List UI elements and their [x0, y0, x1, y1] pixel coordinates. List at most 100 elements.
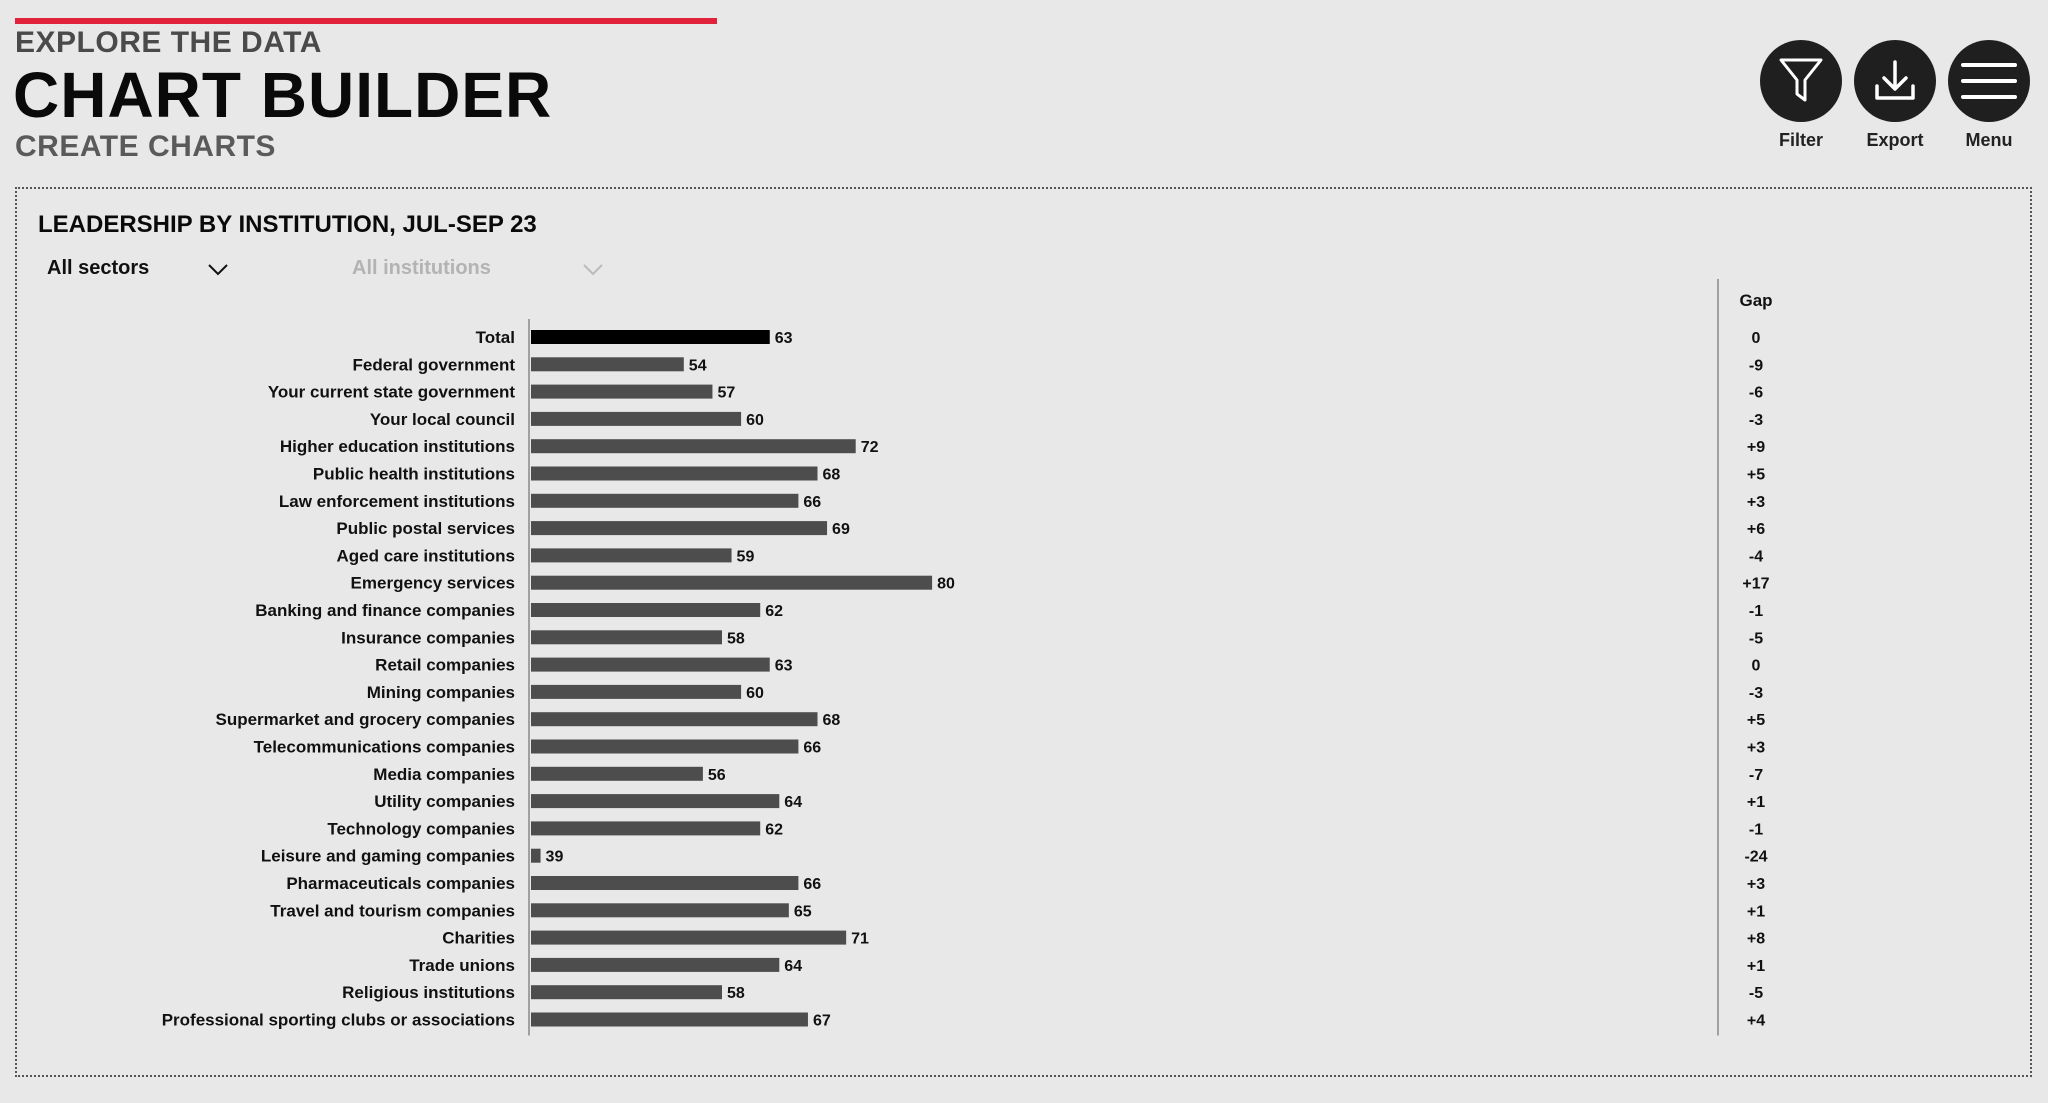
bar	[531, 739, 799, 754]
bar-value-label: 39	[546, 849, 564, 866]
bar	[531, 876, 799, 890]
institutions-dropdown[interactable]: All institutions	[352, 257, 603, 280]
bar	[531, 330, 770, 344]
gap-value-label: +17	[1742, 576, 1769, 593]
gap-value-label: -3	[1749, 685, 1763, 702]
category-label: Professional sporting clubs or associati…	[162, 1011, 515, 1030]
category-label: Emergency services	[351, 574, 515, 593]
bar	[531, 985, 722, 1000]
category-label: Insurance companies	[341, 628, 515, 647]
bar-value-label: 66	[803, 740, 821, 757]
bar	[531, 521, 828, 536]
bar-value-label: 80	[937, 576, 955, 593]
gap-column-header: Gap	[1739, 291, 1772, 310]
bar-value-label: 56	[708, 767, 726, 784]
bar	[531, 903, 789, 918]
gap-value-label: -6	[1749, 385, 1763, 402]
page-subtitle: CREATE CHARTS	[15, 130, 276, 163]
bar	[531, 794, 780, 809]
category-label: Federal government	[353, 355, 516, 374]
gap-value-label: 0	[1752, 330, 1761, 347]
bar	[531, 957, 780, 972]
bar	[531, 684, 742, 699]
bar-value-label: 63	[775, 658, 793, 675]
export-label: Export	[1866, 130, 1924, 150]
category-label: Higher education institutions	[280, 437, 515, 456]
hamburger-menu-icon	[1948, 40, 2030, 122]
bar-value-label: 59	[737, 548, 755, 565]
menu-label: Menu	[1965, 130, 2013, 150]
bar-value-label: 60	[746, 685, 764, 702]
bar-value-label: 62	[765, 821, 783, 838]
bar-value-label: 65	[794, 903, 812, 920]
bar	[531, 603, 761, 617]
category-label: Retail companies	[375, 656, 515, 675]
bar	[531, 930, 847, 945]
gap-value-label: -9	[1749, 357, 1763, 374]
chart-title: LEADERSHIP BY INSTITUTION, JUL-SEP 23	[38, 211, 537, 238]
bar-value-label: 62	[765, 603, 783, 620]
category-label: Utility companies	[374, 792, 515, 811]
header-accent-line	[15, 18, 717, 24]
bar	[531, 357, 684, 372]
category-label: Law enforcement institutions	[279, 492, 515, 511]
gap-value-label: +9	[1747, 439, 1765, 456]
download-icon	[1854, 40, 1936, 122]
gap-value-label: 0	[1752, 658, 1761, 675]
bar-value-label: 66	[803, 876, 821, 893]
gap-value-label: +1	[1747, 958, 1765, 975]
bar	[531, 575, 933, 590]
bar-value-label: 68	[823, 712, 841, 729]
gap-value-label: -24	[1744, 849, 1767, 866]
bar	[531, 466, 818, 481]
category-label: Supermarket and grocery companies	[215, 710, 515, 729]
category-label: Your current state government	[268, 383, 516, 402]
gap-value-label: +3	[1747, 494, 1765, 511]
bar-value-label: 68	[823, 467, 841, 484]
bar	[531, 439, 856, 454]
category-label: Total	[476, 328, 515, 347]
bar-chart: Gap Total 63 0 Federal government 54 -9 Your cu…	[162, 279, 1773, 1036]
bar-value-label: 57	[717, 385, 735, 402]
chart-panel: LEADERSHIP BY INSTITUTION, JUL-SEP 23 Al…	[15, 187, 2032, 1077]
page-title: CHART BUILDER	[13, 59, 553, 131]
toolbar: Filter Export Menu	[1760, 40, 2030, 151]
chevron-down-icon	[583, 264, 603, 276]
bar	[531, 548, 732, 563]
category-label: Leisure and gaming companies	[261, 847, 515, 866]
bar-value-label: 64	[784, 958, 802, 975]
menu-button[interactable]: Menu	[1948, 40, 2030, 151]
category-label: Travel and tourism companies	[270, 901, 515, 920]
bar	[531, 657, 770, 672]
bar	[531, 821, 761, 836]
export-button[interactable]: Export	[1854, 40, 1936, 151]
bar	[531, 1012, 808, 1027]
category-label: Telecommunications companies	[254, 738, 515, 757]
category-label: Pharmaceuticals companies	[286, 874, 515, 893]
gap-value-label: +1	[1747, 794, 1765, 811]
gap-value-label: +1	[1747, 903, 1765, 920]
gap-value-label: -3	[1749, 412, 1763, 429]
bar-value-label: 66	[803, 494, 821, 511]
bar	[531, 411, 742, 426]
gap-value-label: +6	[1747, 521, 1765, 538]
gap-value-label: +5	[1747, 467, 1765, 484]
bar-value-label: 58	[727, 985, 745, 1002]
bar	[531, 848, 541, 863]
gap-value-label: +8	[1747, 931, 1765, 948]
bar	[531, 712, 818, 727]
page-eyebrow: EXPLORE THE DATA	[15, 26, 322, 59]
gap-value-label: -1	[1749, 821, 1763, 838]
sectors-dropdown[interactable]: All sectors	[47, 257, 237, 280]
gap-value-label: +3	[1747, 740, 1765, 757]
gap-value-label: -5	[1749, 630, 1763, 647]
bar	[531, 384, 713, 399]
category-label: Technology companies	[327, 819, 515, 838]
bar-value-label: 67	[813, 1013, 831, 1030]
gap-value-label: -5	[1749, 985, 1763, 1002]
filter-button[interactable]: Filter	[1760, 40, 1842, 151]
bar	[531, 630, 722, 645]
category-label: Public postal services	[336, 519, 515, 538]
gap-value-label: -7	[1749, 767, 1763, 784]
gap-value-label: -1	[1749, 603, 1763, 620]
